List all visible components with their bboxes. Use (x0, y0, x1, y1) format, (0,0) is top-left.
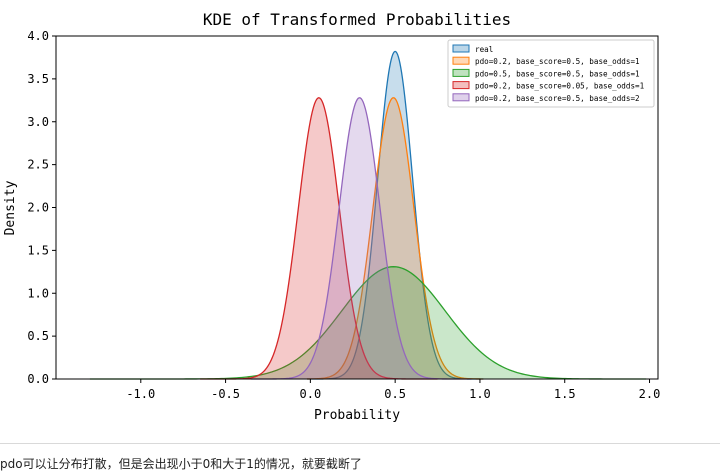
legend-label: pdo=0.5, base_score=0.5, base_odds=1 (475, 69, 640, 78)
legend: real pdo=0.2, base_score=0.5, base_odds=1… (447, 39, 655, 108)
y-axis-label: Density (3, 180, 18, 235)
y-tick-label: 3.5 (27, 72, 49, 86)
x-tick-label: -1.0 (126, 387, 155, 401)
legend-label: pdo=0.2, base_score=0.5, base_odds=2 (475, 94, 640, 103)
legend-label: pdo=0.2, base_score=0.5, base_odds=1 (475, 57, 640, 66)
series-area-1 (306, 97, 484, 380)
x-tick-label: 2.0 (639, 387, 661, 401)
legend-swatch (452, 44, 470, 53)
y-tick-label: 2.5 (27, 158, 49, 172)
series-area-4 (251, 97, 472, 380)
legend-label: real (475, 45, 493, 54)
y-tick-label: 4.0 (27, 29, 49, 43)
x-tick-label: -0.5 (211, 387, 240, 401)
series-1 (306, 97, 484, 380)
x-tick-label: 0.0 (300, 387, 322, 401)
chart-title: KDE of Transformed Probabilities (203, 10, 511, 29)
y-tick-label: 1.5 (27, 243, 49, 257)
series-area-2 (89, 266, 647, 379)
series-area-0 (306, 51, 484, 379)
y-tick-label: 0.0 (27, 372, 49, 386)
x-axis-label: Probability (314, 408, 400, 423)
legend-swatch (452, 93, 470, 102)
y-tick-label: 3.0 (27, 115, 49, 129)
kde-chart: KDE of Transformed Probabilities -1.0 -0.… (3, 10, 661, 423)
legend-box (447, 39, 655, 108)
series-area-3 (200, 97, 438, 380)
legend-swatch (452, 81, 470, 90)
y-tick-label: 0.5 (27, 329, 49, 343)
series-0 (306, 50, 484, 380)
x-tick-label: 0.5 (384, 387, 406, 401)
y-tick-label: 2.0 (27, 201, 49, 215)
legend-label: pdo=0.2, base_score=0.05, base_odds=1 (475, 82, 645, 91)
x-tick-label: 1.0 (469, 387, 491, 401)
x-tick-label: 1.5 (554, 387, 576, 401)
series-line-0 (306, 50, 484, 380)
legend-swatch (452, 56, 470, 65)
caption-bar: pdo可以让分布打散，但是会出现小于0和大于1的情况，就要截断了 (0, 443, 720, 473)
series-line-1 (306, 97, 484, 380)
caption-text: pdo可以让分布打散，但是会出现小于0和大于1的情况，就要截断了 (0, 457, 362, 471)
legend-swatch (452, 68, 470, 77)
y-tick-label: 1.0 (27, 286, 49, 300)
